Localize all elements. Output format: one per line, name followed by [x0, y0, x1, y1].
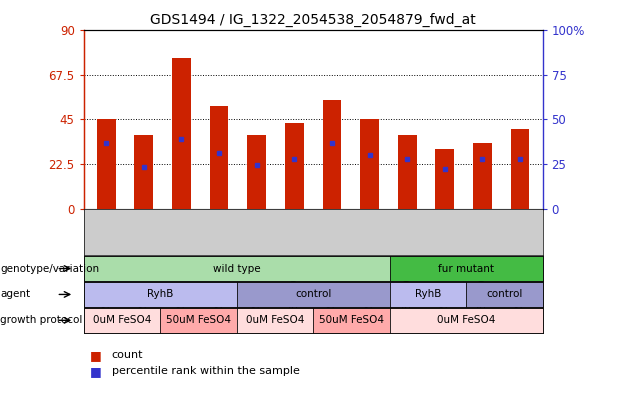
- Text: growth protocol: growth protocol: [0, 315, 82, 325]
- Bar: [435, 149, 454, 209]
- Text: fur mutant: fur mutant: [438, 264, 494, 273]
- Bar: [473, 143, 492, 209]
- Bar: [389, 256, 542, 281]
- Bar: [466, 282, 542, 307]
- Text: 0uM FeSO4: 0uM FeSO4: [437, 315, 495, 325]
- Text: 0uM FeSO4: 0uM FeSO4: [246, 315, 304, 325]
- Bar: [84, 308, 160, 333]
- Bar: [237, 308, 313, 333]
- Bar: [210, 106, 229, 209]
- Bar: [135, 135, 153, 209]
- Text: 50uM FeSO4: 50uM FeSO4: [319, 315, 384, 325]
- Title: GDS1494 / IG_1322_2054538_2054879_fwd_at: GDS1494 / IG_1322_2054538_2054879_fwd_at: [150, 13, 476, 27]
- Bar: [389, 308, 542, 333]
- Bar: [84, 282, 237, 307]
- Bar: [237, 282, 389, 307]
- Text: count: count: [112, 350, 143, 360]
- Text: 0uM FeSO4: 0uM FeSO4: [93, 315, 151, 325]
- Bar: [160, 308, 237, 333]
- Text: genotype/variation: genotype/variation: [0, 264, 99, 273]
- Bar: [97, 119, 116, 209]
- Bar: [84, 256, 389, 281]
- Bar: [360, 119, 379, 209]
- Text: RyhB: RyhB: [147, 290, 174, 299]
- Text: 50uM FeSO4: 50uM FeSO4: [166, 315, 231, 325]
- Text: RyhB: RyhB: [415, 290, 441, 299]
- Bar: [510, 129, 529, 209]
- Text: ■: ■: [90, 349, 102, 362]
- Text: agent: agent: [0, 290, 30, 299]
- Text: control: control: [486, 290, 523, 299]
- Text: percentile rank within the sample: percentile rank within the sample: [112, 367, 299, 376]
- Bar: [285, 124, 304, 209]
- Bar: [389, 282, 466, 307]
- Text: wild type: wild type: [213, 264, 260, 273]
- Bar: [247, 135, 266, 209]
- Text: ■: ■: [90, 365, 102, 378]
- Bar: [313, 308, 389, 333]
- Bar: [172, 58, 191, 209]
- Text: control: control: [295, 290, 331, 299]
- Bar: [397, 135, 417, 209]
- Bar: [322, 100, 341, 209]
